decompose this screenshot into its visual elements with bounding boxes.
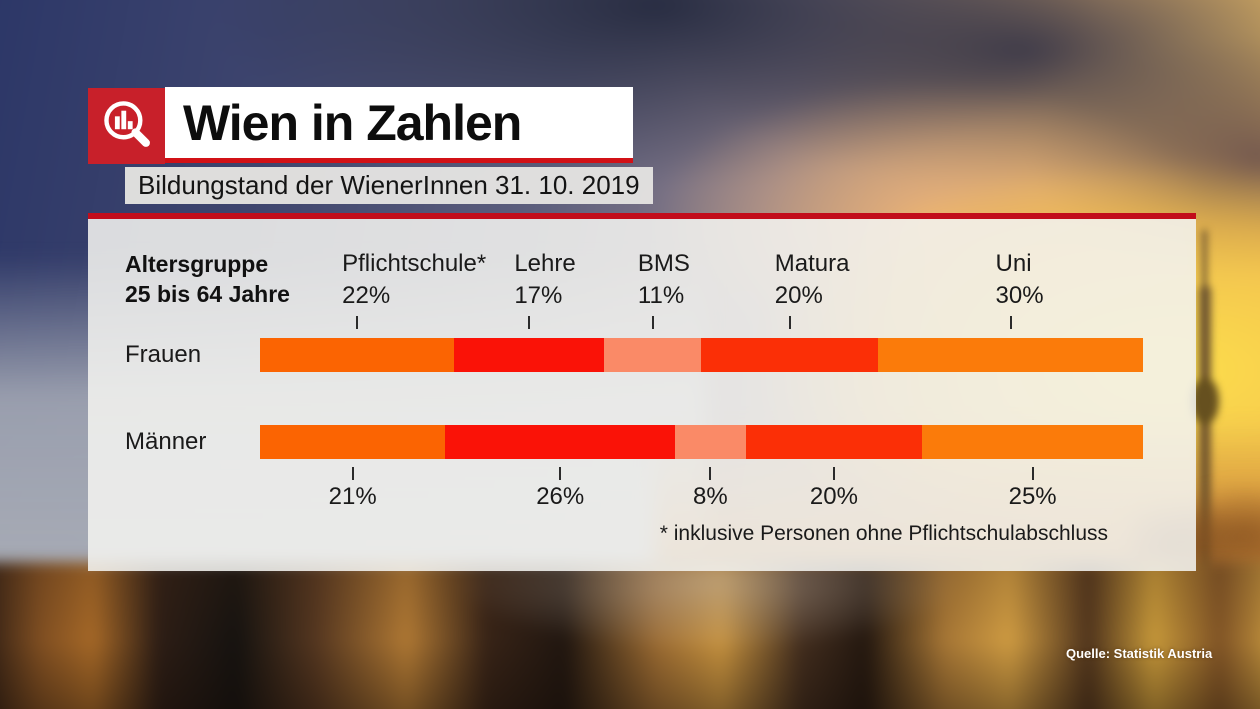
chart-subtitle: Bildungstand der WienerInnen 31. 10. 201…	[138, 170, 640, 200]
maenner-value-0: 21%	[328, 483, 377, 510]
footnote: * inklusive Personen ohne Pflichtschulab…	[659, 522, 1108, 545]
maenner-value-4: 25%	[1008, 483, 1057, 510]
bar-segment-frauen-4	[878, 338, 1143, 372]
subtitle-banner: Bildungstand der WienerInnen 31. 10. 201…	[125, 167, 653, 204]
bar-segment-männer-4	[922, 425, 1143, 459]
frauen-value-0: 22%	[342, 282, 391, 309]
tick-bottom-4	[1031, 467, 1034, 480]
tick-bottom-0	[351, 467, 354, 480]
category-label-bms: BMS	[637, 250, 690, 277]
frauen-value-3: 20%	[774, 282, 823, 309]
category-label-lehre: Lehre	[514, 250, 576, 277]
age-group-line2: 25 bis 64 Jahre	[125, 281, 290, 307]
tick-bottom-2	[709, 467, 712, 480]
bar-frauen	[260, 338, 1143, 372]
tick-bottom-3	[832, 467, 835, 480]
tick-top-3	[788, 316, 791, 329]
bar-segment-frauen-3	[701, 338, 879, 372]
maenner-value-3: 20%	[809, 483, 858, 510]
category-label-pflichtschule: Pflichtschule*	[342, 250, 487, 277]
title-banner: Wien in Zahlen	[165, 87, 633, 163]
bar-segment-männer-1	[445, 425, 675, 459]
chart-panel: Altersgruppe 25 bis 64 Jahre Frauen Männ…	[88, 213, 1196, 571]
bar-chart-magnifier-icon	[103, 101, 150, 147]
maenner-value-2: 8%	[692, 483, 728, 510]
bar-maenner	[260, 425, 1143, 459]
age-group-label: Altersgruppe 25 bis 64 Jahre	[125, 249, 290, 309]
bar-segment-männer-3	[745, 425, 923, 459]
tick-top-2	[651, 316, 654, 329]
frauen-value-4: 30%	[995, 282, 1044, 309]
category-label-uni: Uni	[995, 250, 1032, 277]
page-title: Wien in Zahlen	[183, 94, 522, 151]
tick-top-1	[528, 316, 531, 329]
series-label-maenner: Männer	[125, 428, 207, 455]
water-reflections	[0, 562, 1260, 709]
frauen-value-1: 17%	[514, 282, 563, 309]
tick-bottom-1	[559, 467, 562, 480]
bar-segment-frauen-2	[604, 338, 702, 372]
stacked-bar-chart: Pflichtschule* 22% 21% Lehre 17% 26% BMS 11% 8% M…	[260, 219, 1143, 571]
frauen-value-2: 11%	[637, 282, 685, 309]
maenner-value-1: 26%	[536, 483, 585, 510]
wien-in-zahlen-logo	[88, 88, 165, 164]
bar-segment-männer-0	[260, 425, 446, 459]
category-label-matura: Matura	[774, 250, 850, 277]
source-credit: Quelle: Statistik Austria	[1066, 646, 1213, 661]
bar-segment-frauen-1	[454, 338, 605, 372]
tick-top-4	[1009, 316, 1012, 329]
bar-segment-frauen-0	[260, 338, 455, 372]
age-group-line1: Altersgruppe	[125, 251, 269, 277]
tick-top-0	[356, 316, 359, 329]
series-label-frauen: Frauen	[125, 341, 202, 368]
bar-segment-männer-2	[675, 425, 746, 459]
